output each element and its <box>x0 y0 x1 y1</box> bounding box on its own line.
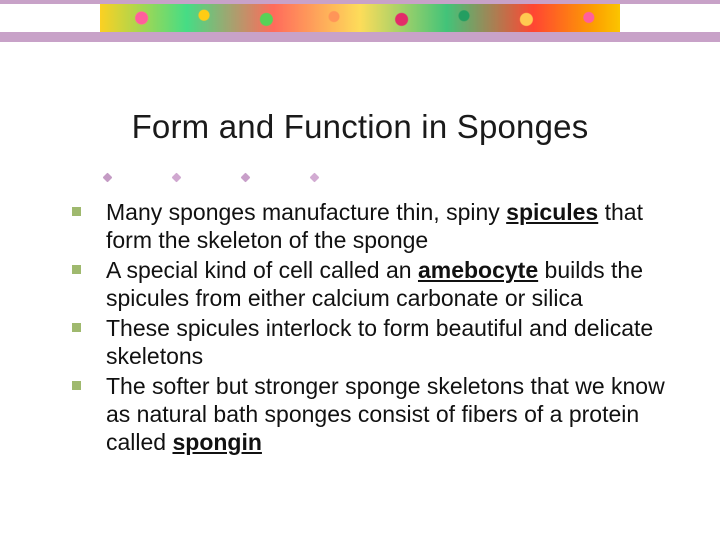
decorative-dots <box>104 174 318 181</box>
dot-icon <box>241 173 251 183</box>
banner-stripe-thick <box>0 32 720 42</box>
bullet-item: A special kind of cell called an amebocy… <box>66 256 670 312</box>
bullet-text: Many sponges manufacture thin, spiny <box>106 199 506 225</box>
banner-floral-image <box>100 4 620 32</box>
slide: Form and Function in Sponges Many sponge… <box>0 0 720 540</box>
slide-title: Form and Function in Sponges <box>0 108 720 146</box>
emphasized-term: spicules <box>506 199 598 225</box>
emphasized-term: amebocyte <box>418 257 538 283</box>
dot-icon <box>172 173 182 183</box>
dot-icon <box>310 173 320 183</box>
bullet-list: Many sponges manufacture thin, spiny spi… <box>66 198 670 456</box>
bullet-item: The softer but stronger sponge skeletons… <box>66 372 670 456</box>
bullet-text: These spicules interlock to form beautif… <box>106 315 653 369</box>
bullet-item: These spicules interlock to form beautif… <box>66 314 670 370</box>
bullet-text: A special kind of cell called an <box>106 257 418 283</box>
content-area: Many sponges manufacture thin, spiny spi… <box>66 198 670 458</box>
bullet-item: Many sponges manufacture thin, spiny spi… <box>66 198 670 254</box>
emphasized-term: spongin <box>172 429 261 455</box>
top-banner <box>0 0 720 42</box>
dot-icon <box>103 173 113 183</box>
